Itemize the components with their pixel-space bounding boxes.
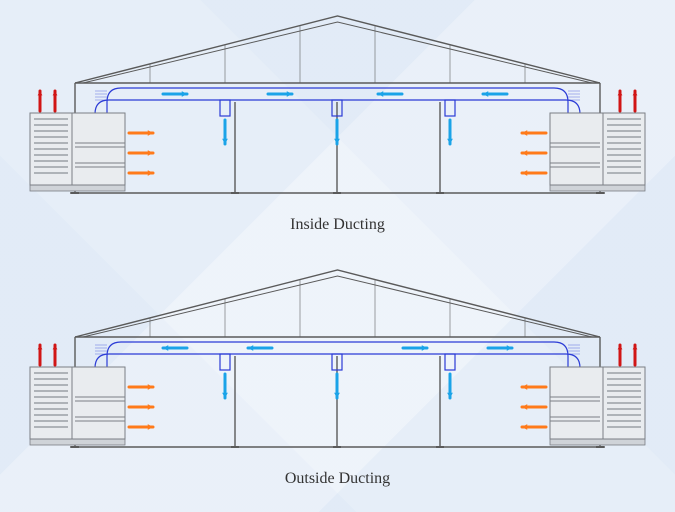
diagram-inside <box>0 8 675 238</box>
hvac-unit-right <box>550 113 645 191</box>
hvac-unit-right <box>550 367 645 445</box>
caption-outside: Outside Ducting <box>0 470 675 488</box>
diagram-outside <box>0 262 675 492</box>
caption-inside: Inside Ducting <box>0 216 675 234</box>
panel-inside: Inside Ducting <box>0 8 675 238</box>
hvac-unit-left <box>30 113 125 191</box>
panel-outside: Outside Ducting <box>0 262 675 492</box>
hvac-unit-left <box>30 367 125 445</box>
